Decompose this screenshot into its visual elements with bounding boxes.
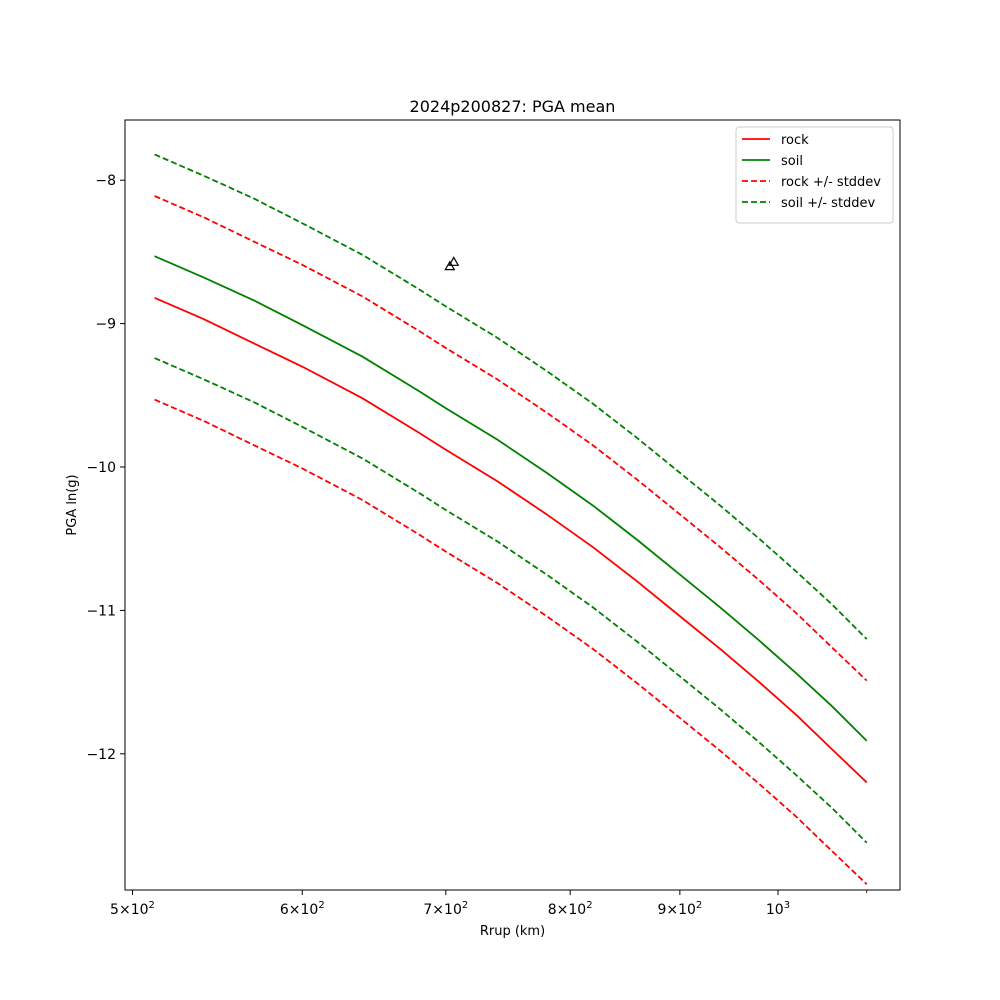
x-tick-label-4: 9×102 [657, 900, 702, 918]
legend-label-0: rock [781, 133, 809, 148]
legend: rock soil rock +/- stddev soil +/- stddev [735, 126, 894, 224]
y-tick-label-3: −11 [86, 603, 116, 619]
y-tick-label-1: −9 [95, 317, 116, 333]
series-line-0 [154, 296, 868, 784]
series-line-5 [154, 357, 868, 844]
series-line-2 [154, 195, 868, 682]
y-tick-label-2: −10 [86, 460, 116, 476]
plot-frame [124, 119, 901, 891]
observation-marker-1 [448, 256, 460, 266]
chart-title: 2024p200827: PGA mean [410, 97, 616, 116]
x-tick-label-1: 6×102 [280, 900, 325, 918]
x-axis-label: Rrup (km) [480, 924, 545, 939]
x-tick-label-3: 8×102 [548, 900, 593, 918]
series-line-1 [154, 255, 868, 742]
x-tick-label-0: 5×102 [110, 900, 155, 918]
x-tick-label-2: 7×102 [423, 900, 468, 918]
series-layer [154, 153, 868, 885]
y-tick-label-0: −8 [95, 173, 116, 189]
y-axis-label: PGA ln(g) [65, 474, 80, 535]
y-axis: −8 −9 −10 −11 −12 [86, 173, 125, 763]
series-line-4 [154, 153, 868, 640]
observations-layer [444, 256, 460, 271]
x-axis: 5×102 6×102 7×102 8×102 9×102 103 [110, 890, 868, 918]
plot-area [154, 153, 868, 885]
y-tick-label-4: −12 [86, 747, 116, 763]
legend-label-2: rock +/- stddev [781, 175, 881, 190]
legend-box [735, 126, 894, 224]
legend-label-1: soil [781, 154, 803, 169]
legend-label-3: soil +/- stddev [781, 196, 876, 211]
x-tick-label-5: 103 [766, 900, 790, 918]
series-line-3 [154, 398, 868, 885]
